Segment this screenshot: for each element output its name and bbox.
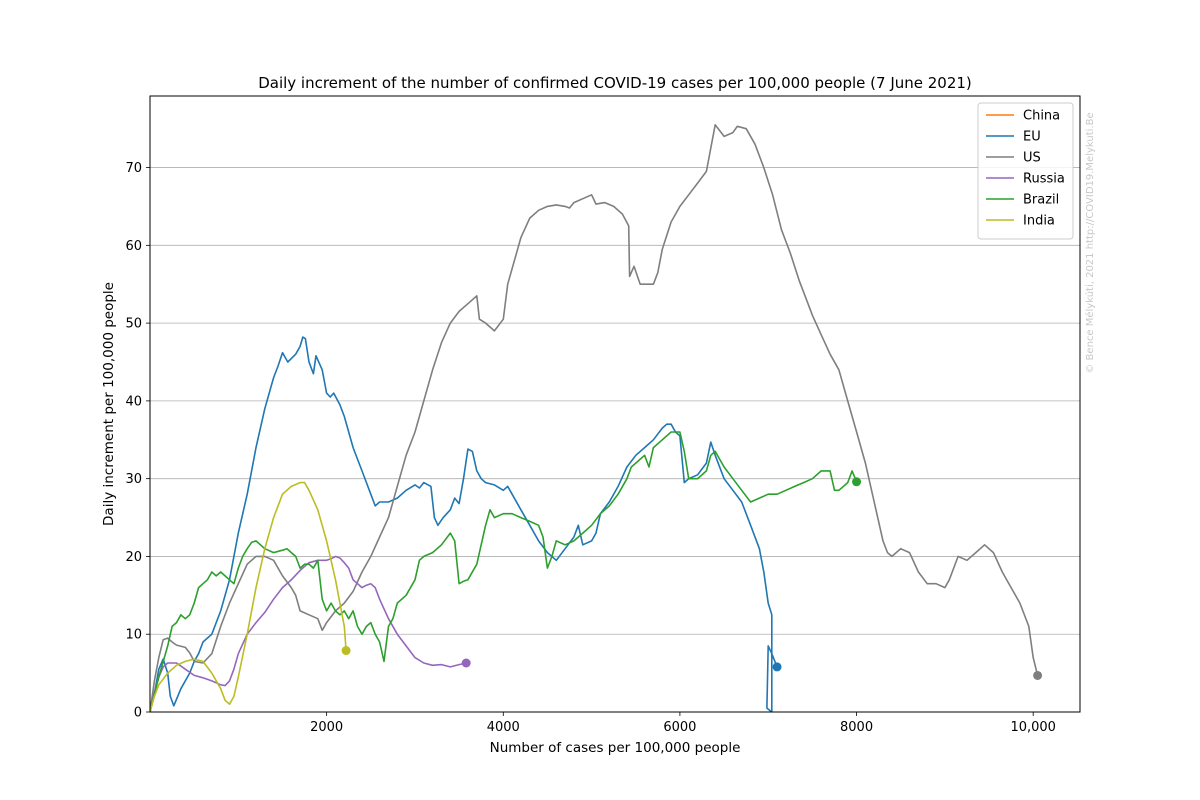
series-line-eu [150,336,778,712]
series-end-marker-brazil [852,477,862,487]
x-tick-label: 2000 [310,720,343,735]
x-tick-label: 10,000 [1010,720,1056,735]
x-tick-label: 8000 [840,720,873,735]
series-line-brazil [150,431,858,712]
series-end-marker-us [1033,670,1043,680]
legend-label-eu: EU [1023,130,1041,145]
x-axis-label: Number of cases per 100,000 people [490,740,741,756]
y-tick-label: 30 [125,472,142,487]
y-tick-label: 70 [125,161,142,176]
y-tick-label: 0 [134,706,142,721]
y-tick-label: 20 [125,550,142,565]
y-axis-label: Daily increment per 100,000 people [101,282,117,526]
series-end-marker-india [341,646,351,656]
chart-title: Daily increment of the number of confirm… [258,74,972,92]
y-tick-label: 50 [125,317,142,332]
legend: China EU US Russia Brazil India [977,102,1074,240]
plot-frame [149,95,1081,713]
legend-label-china: China [1023,109,1060,124]
legend-label-india: India [1023,214,1055,229]
legend-label-brazil: Brazil [1023,193,1059,208]
axis-ticks: 0 10 20 30 40 50 60 70 2000 4000 6000 8000 10,000 [125,161,1055,735]
series-line-india [150,481,347,712]
watermark: © Bence Mélykúti, 2021 http://COVID19.Me… [1084,112,1096,373]
x-tick-label: 4000 [487,720,520,735]
legend-label-us: US [1023,151,1041,166]
series-end-marker-eu [772,662,782,672]
x-tick-label: 6000 [663,720,696,735]
legend-box [977,102,1074,240]
y-tick-label: 10 [125,628,142,643]
y-tick-label: 60 [125,239,142,254]
series-end-marker-russia [461,658,471,668]
series-layer [150,124,1043,712]
series-line-russia [150,555,467,712]
legend-label-russia: Russia [1023,172,1065,187]
series-line-us [150,124,1039,712]
y-tick-label: 40 [125,394,142,409]
